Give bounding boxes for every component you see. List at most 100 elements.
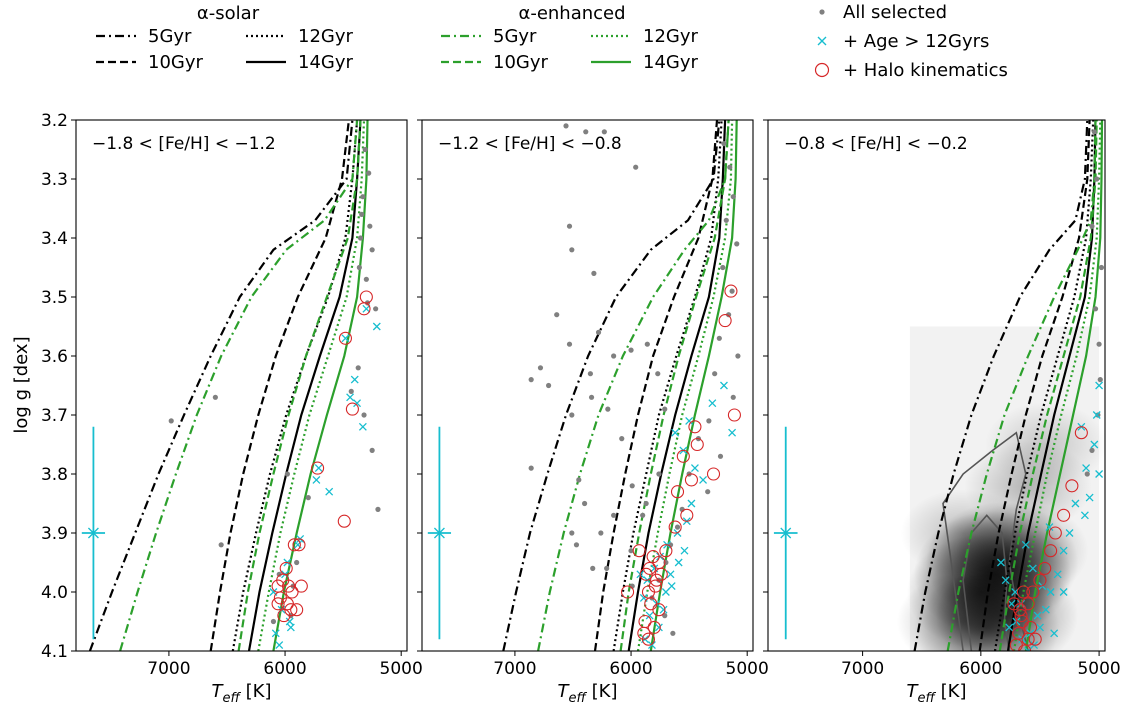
point-all-selected — [611, 353, 617, 359]
point-halo — [292, 538, 306, 552]
point-all-selected — [576, 477, 582, 483]
point-halo — [670, 485, 685, 499]
point-age-gt-12 — [1085, 493, 1094, 502]
point-all-selected — [362, 146, 368, 153]
point-age-gt-12 — [666, 570, 675, 579]
point-all-selected — [366, 170, 372, 176]
point-all-selected — [720, 264, 726, 271]
isochrone-enhanced-12Gyr — [1012, 120, 1102, 651]
point-all-selected — [360, 194, 366, 200]
point-age-gt-12 — [1095, 470, 1104, 478]
point-halo — [680, 508, 694, 522]
point-all-selected — [656, 471, 662, 477]
legend-label: 12Gyr — [643, 26, 699, 47]
point-all-selected — [573, 542, 580, 548]
point-all-selected — [726, 312, 732, 318]
panel-3: 7000 6000 5000 Teff [K] −0.8 < [Fe/H] < −0.2 — [763, 119, 1121, 706]
point-all-selected — [730, 394, 736, 400]
point-all-selected — [369, 247, 375, 253]
point-all-selected — [729, 288, 735, 294]
point-all-selected — [357, 235, 364, 241]
point-halo — [647, 620, 661, 634]
point-age-gt-12 — [1071, 499, 1080, 508]
panel-1: 7000 6000 5000 Teff [K] −1.8 < [Fe/H] < −1.2 — [71, 119, 423, 706]
point-age-gt-12 — [1059, 588, 1068, 596]
point-age-gt-12 — [1090, 440, 1099, 449]
point-age-gt-12 — [1082, 464, 1091, 473]
point-all-selected — [595, 329, 602, 335]
isochrone-solar-12Gyr — [231, 120, 359, 651]
point-all-selected — [662, 406, 668, 412]
point-all-selected — [305, 495, 311, 501]
point-all-selected — [569, 530, 575, 536]
point-halo — [1007, 597, 1021, 611]
point-age-gt-12 — [647, 641, 656, 650]
point-age-gt-12 — [687, 499, 696, 508]
point-age-gt-12 — [1001, 576, 1010, 585]
legend-label: 12Gyr — [298, 26, 354, 47]
point-halo — [271, 597, 285, 611]
point-age-gt-12 — [1028, 564, 1037, 573]
point-all-selected — [284, 471, 290, 477]
isochrone-enhanced-5Gyr — [537, 120, 730, 651]
legend-selection: All selected + Age > 12Gyrs + Halo kinemat… — [814, 2, 1008, 81]
point-halo — [654, 567, 668, 581]
axes-frame — [75, 119, 408, 652]
point-age-gt-12 — [325, 487, 334, 496]
legend-alpha-solar: 5Gyr 12Gyr 10Gyr 14Gyr — [96, 26, 354, 73]
point-all-selected — [674, 524, 681, 530]
point-all-selected — [569, 247, 575, 253]
point-all-selected — [1091, 129, 1097, 135]
isochrone-solar-5Gyr — [502, 120, 721, 651]
x-tick-label: 7000 — [147, 659, 190, 679]
point-all-selected — [1098, 264, 1105, 271]
point-halo — [684, 473, 698, 487]
legend-label: 5Gyr — [148, 26, 192, 47]
point-age-gt-12 — [285, 617, 294, 626]
point-age-gt-12 — [661, 588, 670, 596]
point-halo — [639, 567, 653, 581]
point-age-gt-12 — [1046, 588, 1055, 596]
y-tick-label: 3.5 — [41, 288, 68, 308]
point-age-gt-12 — [720, 381, 728, 390]
y-axis-label: log g [dex] — [11, 336, 32, 433]
point-all-selected — [598, 530, 604, 536]
point-all-selected — [644, 341, 650, 347]
y-tick-label: 4.0 — [41, 583, 68, 603]
x-tick-label: 5000 — [380, 659, 423, 679]
point-halo — [1074, 426, 1088, 440]
point-all-selected — [1094, 176, 1100, 182]
point-all-selected — [294, 559, 300, 566]
point-all-selected — [168, 418, 174, 424]
density-blob — [900, 489, 1026, 577]
point-all-selected — [640, 512, 646, 518]
point-age-gt-12 — [1045, 523, 1054, 532]
point-all-selected — [367, 223, 373, 229]
isochrone-enhanced-10Gyr — [237, 120, 362, 651]
point-all-selected — [583, 129, 589, 135]
point-all-selected — [545, 382, 552, 389]
point-all-selected — [670, 630, 676, 636]
isochrone-solar-14Gyr — [1006, 120, 1097, 651]
legend-label: All selected — [843, 2, 947, 23]
point-all-selected — [735, 353, 741, 359]
legend-title-alpha-enhanced: α-enhanced — [518, 3, 625, 24]
x-tick-label: 5000 — [1077, 659, 1120, 679]
isochrone-solar-5Gyr — [913, 120, 1089, 651]
isochrone-enhanced-10Gyr — [998, 120, 1098, 651]
point-all-selected — [566, 223, 573, 229]
x-tick-label: 6000 — [959, 659, 1002, 679]
error-bar-marker — [87, 527, 99, 539]
point-age-gt-12 — [353, 399, 362, 408]
legend-label: 14Gyr — [298, 52, 354, 73]
point-all-selected — [361, 412, 367, 418]
point-all-selected — [218, 542, 224, 548]
isochrone-solar-10Gyr — [978, 120, 1091, 651]
point-halo — [688, 420, 702, 434]
point-all-selected — [727, 164, 733, 170]
point-all-selected — [590, 565, 596, 572]
point-age-gt-12 — [680, 546, 689, 555]
point-halo — [285, 585, 299, 599]
point-halo — [279, 561, 293, 575]
isochrone-solar-12Gyr — [612, 120, 723, 651]
